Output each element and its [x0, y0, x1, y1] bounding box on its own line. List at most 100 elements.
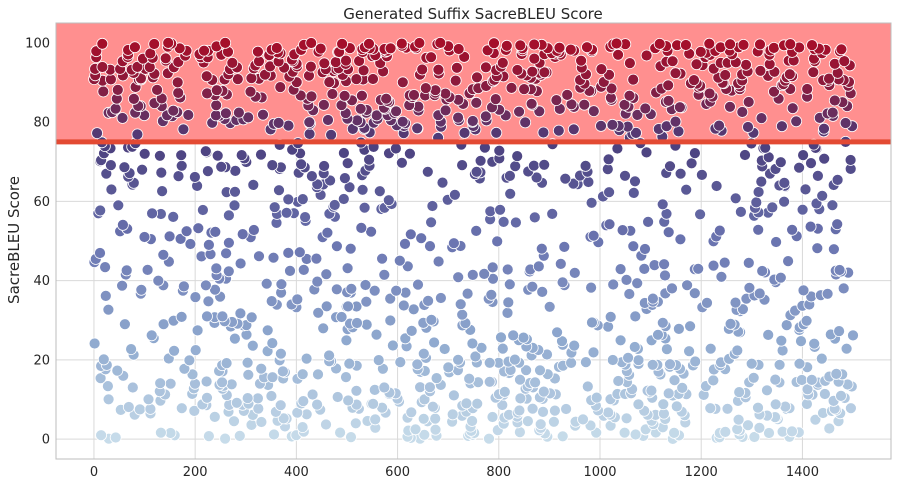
scatter-point — [835, 389, 847, 402]
scatter-point — [148, 38, 161, 50]
scatter-point — [417, 347, 430, 360]
scatter-point — [808, 337, 821, 350]
scatter-point — [447, 389, 460, 402]
scatter-point — [486, 261, 499, 274]
scatter-point — [486, 411, 499, 423]
scatter-point — [795, 335, 807, 348]
scatter-point — [118, 161, 131, 174]
scatter-point — [295, 158, 308, 171]
scatter-point — [232, 106, 245, 119]
scatter-point — [493, 144, 506, 157]
scatter-point — [664, 358, 676, 371]
x-tick-label: 800 — [486, 465, 511, 480]
scatter-point — [328, 199, 341, 211]
scatter-point — [511, 64, 524, 76]
scatter-point — [681, 279, 693, 292]
scatter-point — [241, 356, 254, 369]
x-tick-label: 0 — [90, 465, 98, 480]
scatter-point — [257, 108, 269, 121]
scatter-point — [595, 63, 608, 75]
scatter-point — [350, 73, 363, 85]
scatter-point — [513, 404, 526, 417]
scatter-point — [646, 358, 659, 371]
scatter-point — [272, 117, 285, 129]
scatter-point — [514, 39, 527, 52]
scatter-point — [748, 431, 761, 443]
scatter-point — [201, 391, 213, 404]
scatter-point — [509, 353, 521, 366]
scatter-point — [329, 56, 342, 68]
scatter-point — [770, 236, 782, 248]
scatter-point — [701, 296, 713, 309]
scatter-point — [210, 99, 223, 112]
scatter-point — [368, 284, 381, 297]
scatter-point — [509, 160, 522, 173]
scatter-point — [497, 215, 510, 228]
scatter-point — [390, 284, 403, 297]
scatter-point — [222, 236, 235, 249]
scatter-point — [645, 384, 658, 397]
scatter-point — [556, 430, 569, 443]
scatter-point — [409, 423, 422, 436]
scatter-point — [614, 334, 627, 347]
scatter-point — [242, 111, 255, 124]
scatter-point — [97, 85, 110, 98]
scatter-point — [109, 431, 122, 444]
scatter-point — [733, 386, 746, 399]
scatter-point — [282, 119, 295, 132]
scatter-point — [105, 159, 117, 172]
scatter-point — [405, 324, 418, 337]
y-tick-label: 0 — [42, 433, 50, 448]
scatter-point — [267, 251, 280, 264]
scatter-point — [507, 329, 520, 342]
scatter-point — [707, 259, 720, 272]
scatter-point — [144, 403, 157, 415]
scatter-point — [670, 400, 683, 413]
scatter-point — [220, 247, 233, 260]
scatter-point — [818, 122, 830, 135]
scatter-point — [117, 218, 129, 231]
scatter-point — [293, 246, 306, 259]
scatter-point — [189, 291, 202, 304]
scatter-point — [530, 171, 543, 184]
scatter-point — [296, 421, 309, 434]
scatter-point — [141, 263, 154, 276]
scatter-point — [303, 116, 316, 129]
scatter-point — [228, 415, 240, 428]
scatter-point — [261, 324, 274, 337]
scatter-point — [175, 149, 188, 162]
scatter-point — [707, 374, 720, 387]
scatter-point — [491, 235, 504, 248]
scatter-point — [483, 356, 496, 369]
scatter-point — [198, 44, 211, 57]
scatter-point — [466, 415, 479, 427]
scatter-point — [102, 380, 114, 393]
scatter-point — [102, 393, 115, 406]
scatter-point — [828, 243, 840, 256]
scatter-point — [585, 281, 597, 294]
scatter-point — [580, 356, 592, 369]
plot-frame — [55, 22, 892, 460]
scatter-point — [175, 310, 188, 323]
scatter-point — [396, 115, 409, 128]
scatter-point — [830, 367, 843, 380]
scatter-point — [479, 61, 492, 74]
scatter-point — [419, 82, 432, 94]
scatter-point — [244, 85, 257, 98]
scatter-point — [450, 61, 463, 74]
scatter-point — [341, 157, 354, 170]
scatter-point — [317, 322, 330, 335]
scatter-point — [664, 160, 676, 173]
scatter-point — [360, 318, 373, 331]
scatter-point — [774, 271, 787, 284]
scatter-point — [535, 242, 548, 255]
scatter-point — [826, 106, 839, 119]
scatter-point — [778, 195, 790, 208]
scatter-point — [786, 223, 798, 236]
scatter-point — [616, 224, 629, 237]
scatter-point — [840, 342, 853, 355]
scatter-point — [474, 154, 487, 167]
scatter-point — [826, 199, 839, 212]
scatter-point — [568, 266, 581, 279]
